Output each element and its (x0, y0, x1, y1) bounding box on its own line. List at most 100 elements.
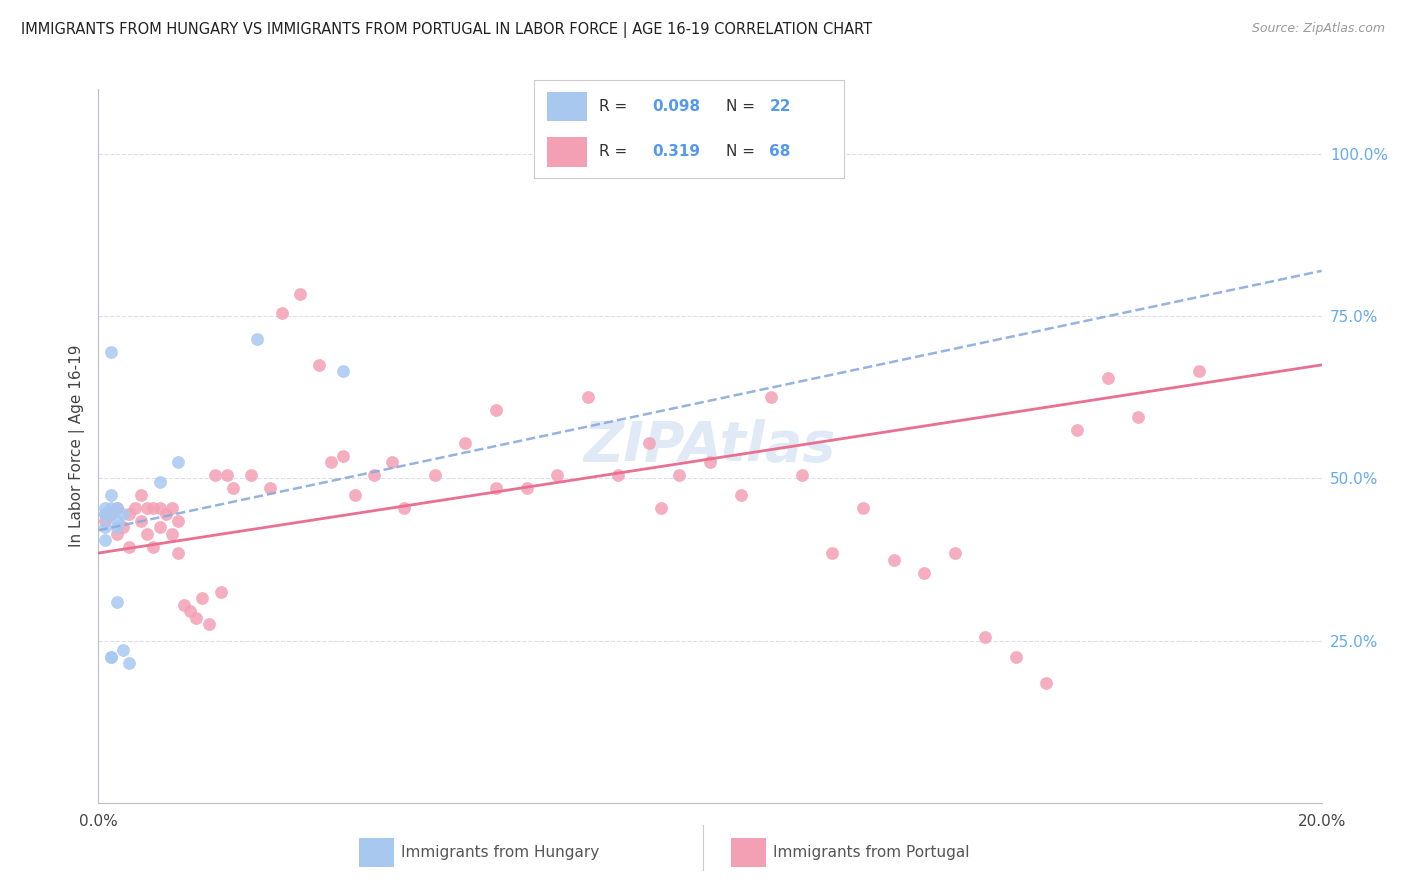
Point (246, 332, 269, 346)
Point (167, 514, 190, 528)
Point (105, 595, 128, 609)
Point (392, 500, 416, 515)
Point (344, 488, 367, 502)
Text: 68: 68 (769, 145, 790, 160)
Point (215, 468, 238, 483)
Point (270, 306, 292, 320)
Point (485, 481, 508, 495)
Point (179, 604, 201, 618)
Point (100, 345, 122, 359)
Point (974, 631, 997, 645)
Point (93, 520, 115, 534)
Point (209, 585, 232, 599)
Text: 22: 22 (769, 99, 790, 114)
Point (759, 390, 782, 404)
Point (129, 514, 152, 528)
Text: N =: N = (725, 145, 759, 160)
Point (105, 520, 128, 534)
Point (1004, 649, 1026, 664)
Point (943, 546, 966, 560)
Point (124, 500, 146, 515)
Point (423, 468, 446, 483)
Point (240, 468, 263, 483)
Point (650, 500, 672, 515)
Point (93, 507, 115, 521)
Point (730, 488, 752, 502)
Point (105, 500, 128, 515)
Point (93, 533, 115, 547)
Point (111, 507, 134, 521)
Point (105, 500, 128, 515)
Text: Immigrants from Portugal: Immigrants from Portugal (773, 846, 970, 860)
Point (637, 435, 661, 450)
Point (308, 358, 330, 372)
Point (155, 507, 177, 521)
Text: Source: ZipAtlas.com: Source: ZipAtlas.com (1251, 22, 1385, 36)
Point (136, 526, 159, 541)
Point (100, 488, 122, 502)
Point (100, 507, 122, 521)
Point (576, 390, 599, 404)
FancyBboxPatch shape (547, 92, 586, 121)
Point (290, 286, 312, 301)
Point (167, 455, 190, 469)
Point (516, 481, 538, 495)
Point (100, 649, 122, 664)
Point (173, 598, 195, 612)
Point (191, 591, 214, 606)
Point (118, 540, 141, 554)
Point (259, 481, 281, 495)
Point (790, 468, 813, 483)
Point (111, 643, 134, 657)
Point (167, 546, 190, 560)
Point (1097, 371, 1119, 385)
Y-axis label: In Labor Force | Age 16-19: In Labor Force | Age 16-19 (69, 344, 84, 548)
Point (129, 488, 152, 502)
Point (1188, 364, 1211, 378)
Point (105, 514, 128, 528)
Point (100, 507, 122, 521)
Point (118, 657, 141, 671)
Point (363, 468, 385, 483)
Point (197, 617, 219, 632)
Point (332, 364, 354, 378)
Point (1066, 423, 1088, 437)
Point (160, 500, 183, 515)
Point (149, 520, 172, 534)
Point (319, 455, 342, 469)
Point (160, 526, 183, 541)
Point (100, 500, 122, 515)
Point (142, 500, 165, 515)
Point (332, 449, 354, 463)
Point (111, 520, 134, 534)
Point (821, 546, 844, 560)
Point (699, 455, 721, 469)
Point (186, 611, 208, 625)
Point (142, 540, 165, 554)
Text: 0.098: 0.098 (652, 99, 700, 114)
Point (1035, 675, 1057, 690)
Point (381, 455, 404, 469)
Point (149, 500, 172, 515)
Point (454, 435, 477, 450)
Point (118, 507, 141, 521)
Point (105, 526, 128, 541)
Point (607, 468, 630, 483)
Text: IMMIGRANTS FROM HUNGARY VS IMMIGRANTS FROM PORTUGAL IN LABOR FORCE | AGE 16-19 C: IMMIGRANTS FROM HUNGARY VS IMMIGRANTS FR… (21, 22, 872, 38)
Point (204, 468, 226, 483)
Point (546, 468, 568, 483)
Point (912, 566, 935, 580)
Point (852, 500, 875, 515)
Point (136, 500, 159, 515)
Text: N =: N = (725, 99, 759, 114)
Point (668, 468, 690, 483)
Point (93, 507, 115, 521)
Point (1128, 409, 1150, 424)
Point (222, 481, 245, 495)
FancyBboxPatch shape (547, 137, 586, 167)
Point (100, 649, 122, 664)
Text: R =: R = (599, 145, 633, 160)
Point (93, 514, 115, 528)
Text: ZIPAtlas: ZIPAtlas (583, 419, 837, 473)
Point (149, 475, 172, 489)
